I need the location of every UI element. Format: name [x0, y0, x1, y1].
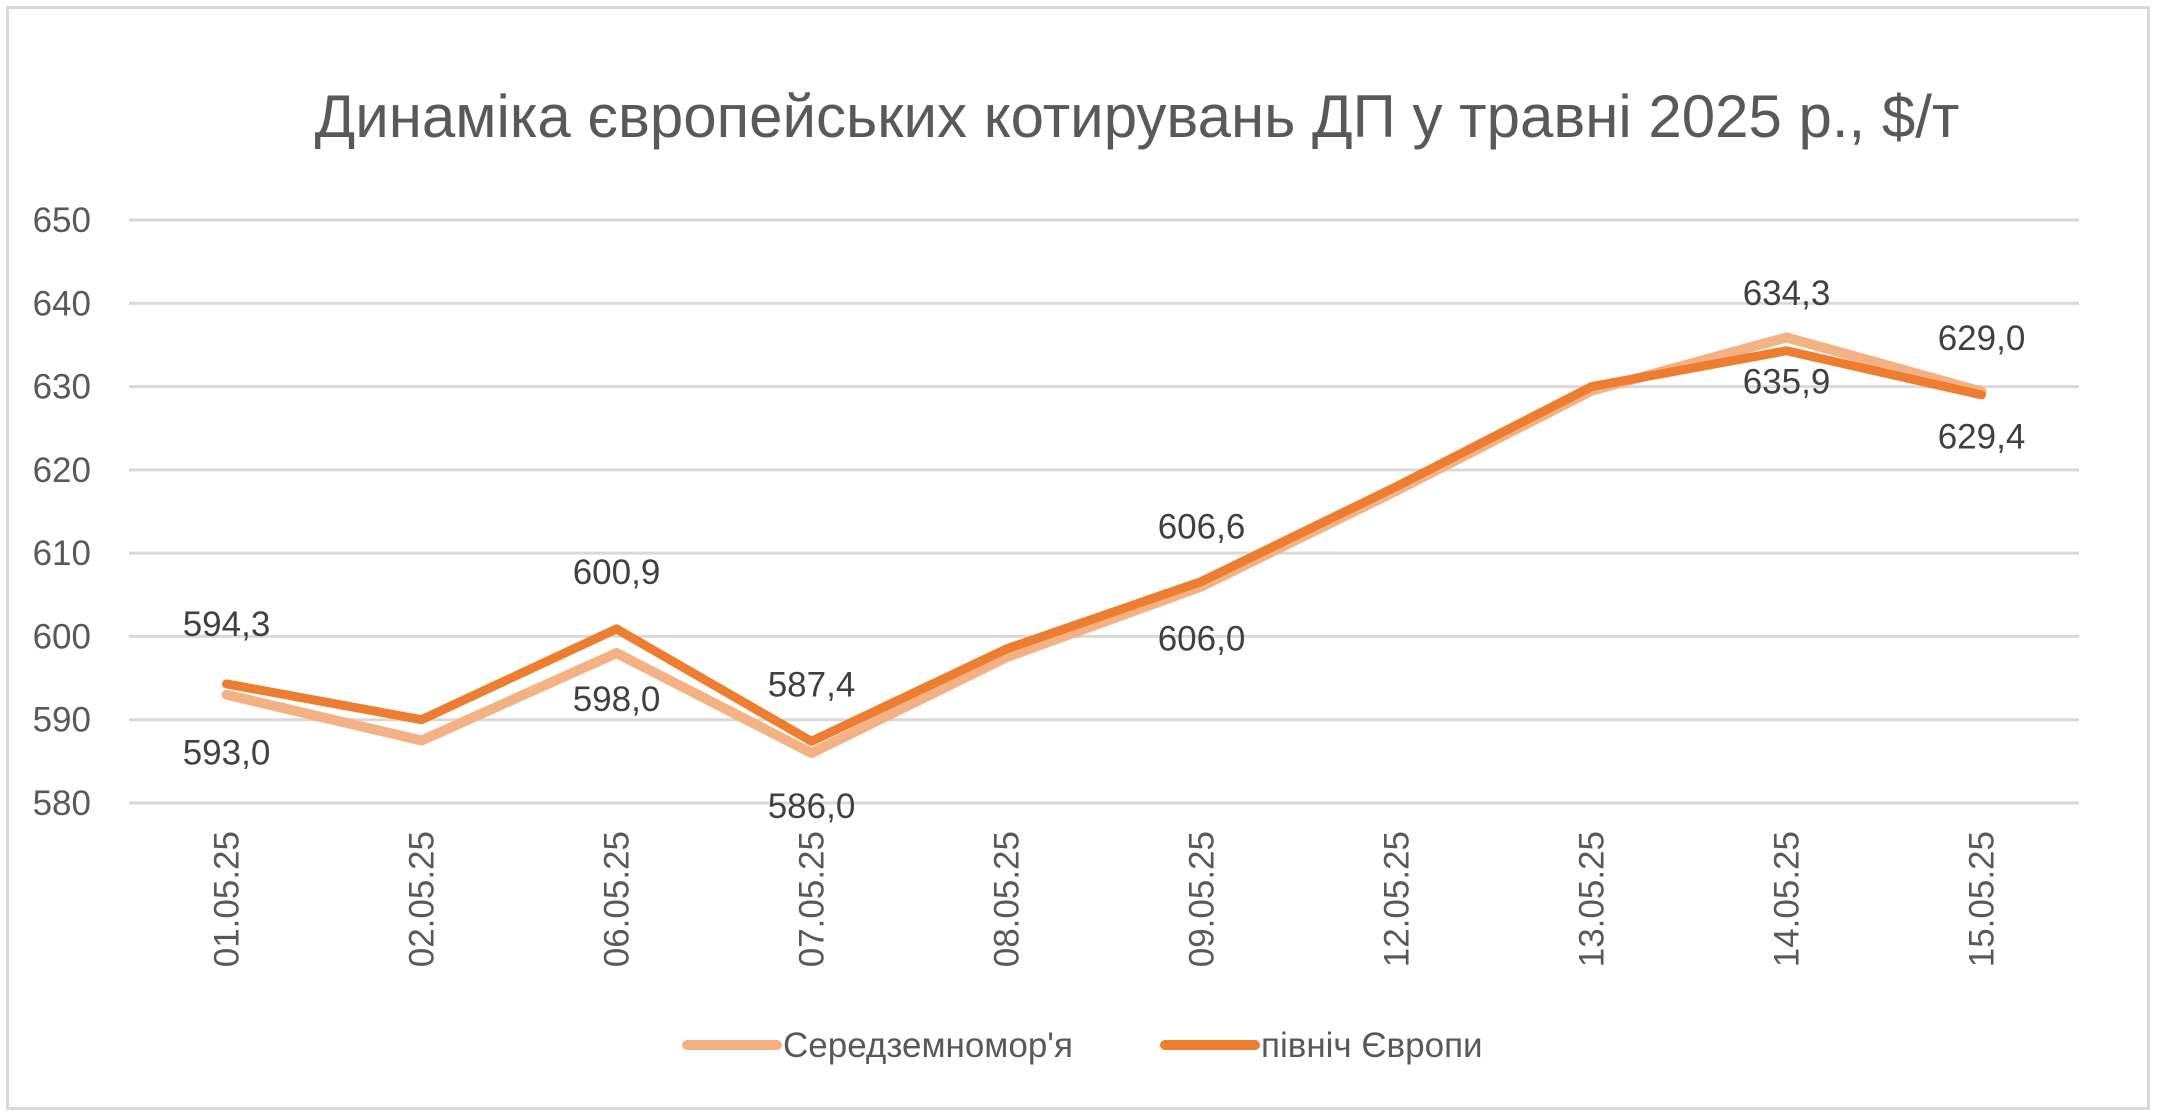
y-tick-label: 620: [33, 451, 91, 490]
data-label: 634,3: [1743, 274, 1831, 313]
chart-container: Динаміка європейських котирувань ДП у тр…: [6, 6, 2150, 1110]
x-tick-label: 01.05.25: [208, 831, 247, 967]
y-tick-label: 650: [33, 201, 91, 240]
data-label: 586,0: [768, 787, 856, 826]
x-axis-ticks: 01.05.25 02.05.25 06.05.25 07.05.25 08.05.25…: [208, 831, 2002, 967]
legend-label: північ Європи: [1261, 1026, 1483, 1065]
data-label: 629,4: [1938, 418, 2026, 457]
data-label: 593,0: [183, 734, 271, 773]
x-tick-label: 14.05.25: [1768, 831, 1807, 967]
y-axis-ticks: 580 590 600 610 620 630 640 650: [33, 201, 91, 823]
x-tick-label: 15.05.25: [1963, 831, 2002, 967]
series-line-1: [222, 346, 1986, 746]
y-tick-label: 600: [33, 617, 91, 656]
line-chart: Динаміка європейських котирувань ДП у тр…: [33, 83, 2079, 1065]
chart-title: Динаміка європейських котирувань ДП у тр…: [315, 83, 1960, 150]
y-tick-label: 590: [33, 701, 91, 740]
x-tick-label: 13.05.25: [1573, 831, 1612, 967]
data-label: 598,0: [573, 680, 661, 719]
x-tick-label: 02.05.25: [403, 831, 442, 967]
y-tick-label: 610: [33, 534, 91, 573]
x-tick-label: 06.05.25: [598, 831, 637, 967]
y-tick-label: 580: [33, 784, 91, 823]
x-tick-label: 12.05.25: [1378, 831, 1417, 967]
data-label: 594,3: [183, 605, 271, 644]
x-tick-label: 07.05.25: [793, 831, 832, 967]
x-tick-label: 08.05.25: [988, 831, 1027, 967]
data-label: 587,4: [768, 665, 856, 704]
data-label: 635,9: [1743, 362, 1831, 401]
gridlines: [129, 218, 2079, 805]
data-label: 629,0: [1938, 319, 2026, 358]
y-tick-label: 630: [33, 368, 91, 407]
data-label: 606,0: [1158, 619, 1246, 658]
x-tick-label: 09.05.25: [1183, 831, 1222, 967]
series-lines: [221, 332, 1987, 759]
data-label: 606,6: [1158, 507, 1246, 546]
data-label: 600,9: [573, 553, 661, 592]
y-tick-label: 640: [33, 284, 91, 323]
legend: Середземномор'я північ Європи: [682, 1026, 1483, 1065]
series-line-0: [221, 332, 1987, 759]
legend-label: Середземномор'я: [783, 1026, 1073, 1065]
data-labels: 593,0 598,0 586,0 606,0 635,9 629,4 594,3 600,9…: [183, 274, 2026, 826]
